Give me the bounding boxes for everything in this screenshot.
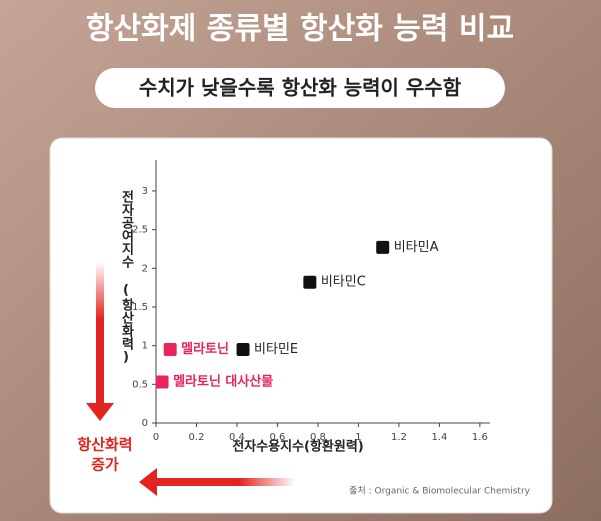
y-tick-label: 0 xyxy=(142,418,148,429)
x-tick-label: 1.4 xyxy=(431,432,447,443)
annotation: 증가 xyxy=(91,456,119,474)
point-label: 멜라토닌 xyxy=(181,341,229,357)
point-label: 비타민A xyxy=(394,240,439,255)
x-tick-label: 0 xyxy=(153,432,159,443)
horizontal-arrow xyxy=(155,478,295,486)
point xyxy=(163,343,177,357)
point xyxy=(303,275,317,289)
y-tick-label: 2 xyxy=(142,263,148,274)
x-tick-label: 1 xyxy=(355,432,361,443)
y-tick-label: 0.5 xyxy=(132,379,148,390)
vertical-arrow xyxy=(96,262,104,405)
x-tick-label: 0.6 xyxy=(270,432,286,443)
card xyxy=(49,137,553,514)
x-tick-label: 0.4 xyxy=(229,432,245,443)
x-tick-label: 1.2 xyxy=(391,432,407,443)
annotation: 항산화력 xyxy=(77,436,132,454)
subtitle: 수치가 낮을수록 항산화 능력이 우수함 xyxy=(139,76,462,100)
title: 항산화제 종류별 항산화 능력 비교 xyxy=(86,12,514,47)
y-tick-label: 2.5 xyxy=(132,225,148,236)
point xyxy=(155,375,169,389)
vertical-arrow-head xyxy=(86,403,114,421)
point-label: 비타민C xyxy=(321,275,366,290)
point-label: 비타민E xyxy=(254,342,298,357)
x-tick-label: 0.2 xyxy=(189,432,205,443)
point xyxy=(236,343,250,357)
y-axis-label: 전자공여지수 (항산화력) xyxy=(119,189,134,365)
y-tick-label: 3 xyxy=(142,186,148,197)
subtitle-pill xyxy=(95,68,505,108)
y-tick-label: 1.5 xyxy=(132,302,148,313)
point xyxy=(376,240,390,254)
point-label: 멜라토닌 대사산물 xyxy=(173,374,273,390)
x-tick-label: 0.8 xyxy=(310,432,326,443)
x-axis-label: 전자수용지수(항환원력) xyxy=(232,439,363,455)
y-tick-label: 1 xyxy=(142,341,148,352)
horizontal-arrow-head xyxy=(139,468,157,496)
x-tick-label: 1.6 xyxy=(472,432,488,443)
source: 출처 : Organic & Biomolecular Chemistry xyxy=(349,485,530,497)
